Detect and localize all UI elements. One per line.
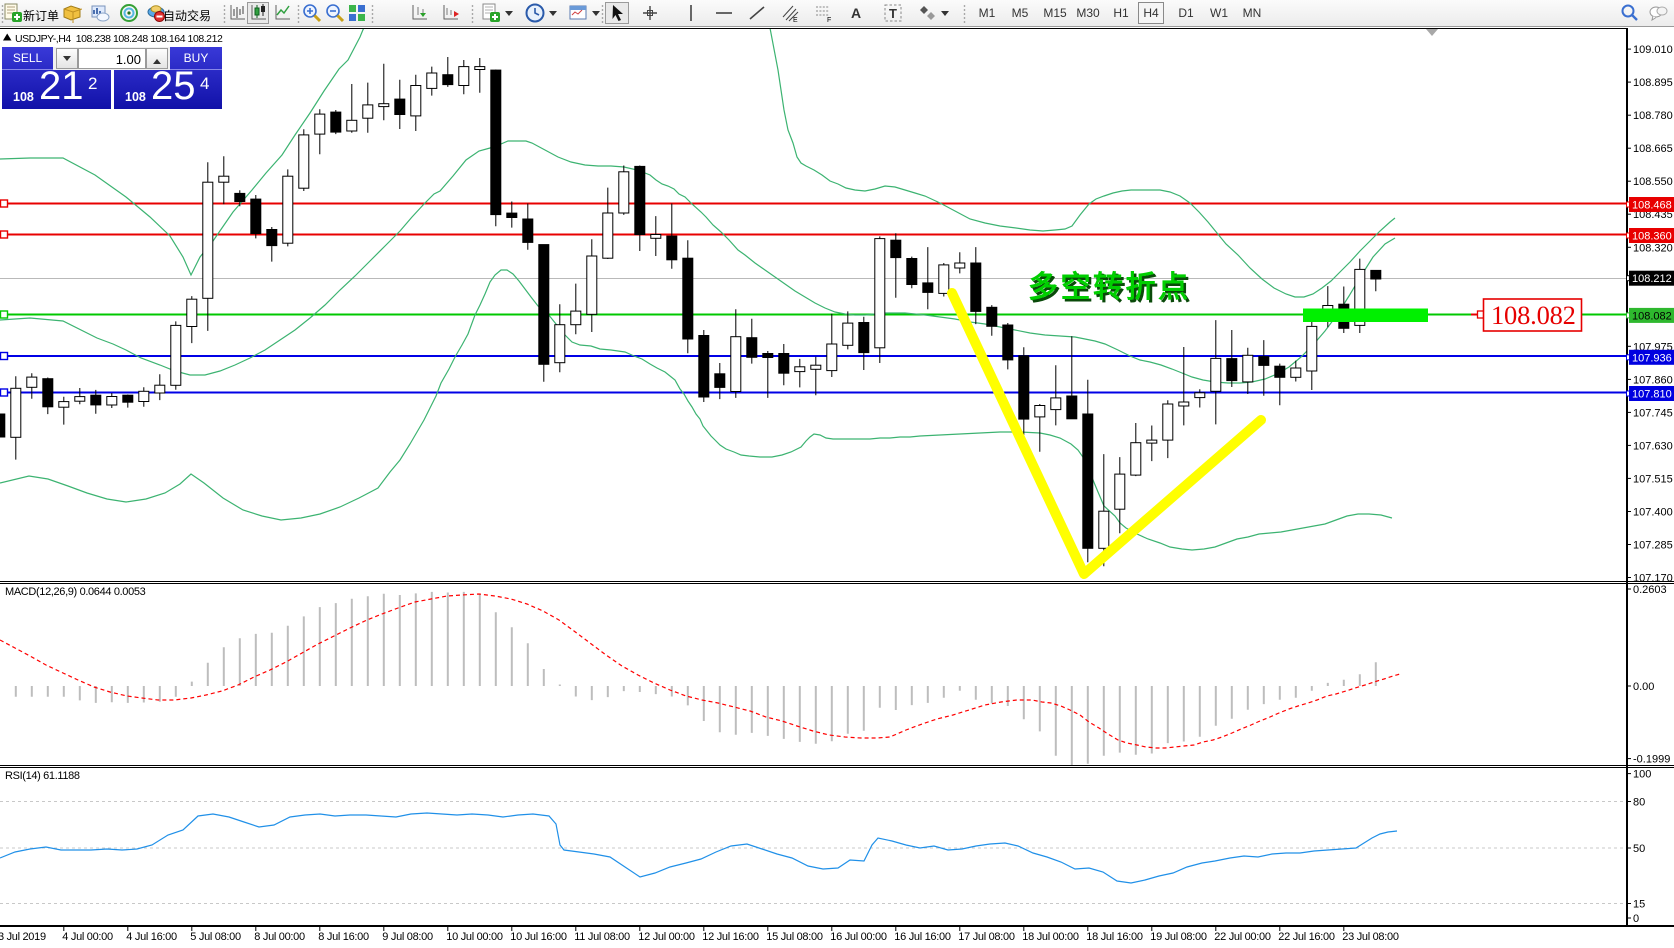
svg-text:108.082: 108.082 [1491,300,1576,330]
svg-text:107.810: 107.810 [1632,389,1672,401]
svg-text:107.285: 107.285 [1633,540,1673,552]
svg-text:16 Jul 00:00: 16 Jul 00:00 [830,931,887,943]
svg-text:108.895: 108.895 [1633,77,1673,89]
svg-text:108.468: 108.468 [1632,200,1672,212]
svg-text:12 Jul 00:00: 12 Jul 00:00 [638,931,695,943]
svg-text:108.780: 108.780 [1633,110,1673,122]
svg-text:108.360: 108.360 [1632,231,1672,243]
svg-text:18 Jul 00:00: 18 Jul 00:00 [1022,931,1079,943]
svg-text:12 Jul 16:00: 12 Jul 16:00 [702,931,759,943]
svg-text:22 Jul 16:00: 22 Jul 16:00 [1278,931,1335,943]
svg-text:10 Jul 16:00: 10 Jul 16:00 [510,931,567,943]
svg-text:15 Jul 08:00: 15 Jul 08:00 [766,931,823,943]
svg-text:18 Jul 16:00: 18 Jul 16:00 [1086,931,1143,943]
svg-text:T: T [889,6,897,21]
svg-text:23 Jul 08:00: 23 Jul 08:00 [1342,931,1399,943]
svg-text:3 Jul 2019: 3 Jul 2019 [0,931,46,943]
svg-text:0: 0 [1633,913,1639,925]
svg-text:50: 50 [1633,843,1645,855]
svg-text:4 Jul 16:00: 4 Jul 16:00 [126,931,177,943]
svg-text:9 Jul 08:00: 9 Jul 08:00 [382,931,433,943]
svg-text:10 Jul 00:00: 10 Jul 00:00 [446,931,503,943]
svg-text:107.936: 107.936 [1632,352,1672,364]
svg-text:17 Jul 08:00: 17 Jul 08:00 [958,931,1015,943]
svg-text:107.400: 107.400 [1633,507,1673,519]
svg-text:22 Jul 00:00: 22 Jul 00:00 [1214,931,1271,943]
svg-text:5 Jul 08:00: 5 Jul 08:00 [190,931,241,943]
svg-text:8 Jul 00:00: 8 Jul 00:00 [254,931,305,943]
svg-text:MACD(12,26,9) 0.0644 0.0053: MACD(12,26,9) 0.0644 0.0053 [5,586,146,598]
svg-text:E: E [793,17,798,23]
svg-text:15: 15 [1633,899,1645,911]
svg-text:109.010: 109.010 [1633,44,1673,56]
svg-text:0.2603: 0.2603 [1633,584,1667,596]
svg-text:107.630: 107.630 [1633,440,1673,452]
svg-text:多空转折点: 多空转折点 [1031,274,1194,307]
svg-text:USDJPY-,H4 108.238 108.248 10: USDJPY-,H4 108.238 108.248 108.164 108.2… [15,33,223,45]
svg-text:108.550: 108.550 [1633,176,1673,188]
svg-text:4 Jul 00:00: 4 Jul 00:00 [62,931,113,943]
svg-text:108.212: 108.212 [1632,273,1672,285]
svg-text:108.082: 108.082 [1632,310,1672,322]
svg-text:F: F [827,17,831,23]
svg-text:11 Jul 08:00: 11 Jul 08:00 [574,931,630,943]
svg-text:107.170: 107.170 [1633,573,1673,585]
svg-text:108.435: 108.435 [1633,209,1673,221]
svg-text:107.860: 107.860 [1633,374,1673,386]
svg-text:108.320: 108.320 [1633,242,1673,254]
svg-text:80: 80 [1633,797,1645,809]
svg-text:-0.1999: -0.1999 [1633,754,1670,766]
svg-text:多空转折点: 多空转折点 [1028,271,1191,304]
svg-text:RSI(14) 61.1188: RSI(14) 61.1188 [5,770,80,782]
svg-text:107.515: 107.515 [1633,473,1673,485]
svg-text:0.00: 0.00 [1633,681,1654,693]
svg-text:16 Jul 16:00: 16 Jul 16:00 [894,931,951,943]
svg-text:19 Jul 08:00: 19 Jul 08:00 [1150,931,1207,943]
svg-text:100: 100 [1633,769,1651,781]
svg-text:108.665: 108.665 [1633,143,1673,155]
svg-text:107.745: 107.745 [1633,407,1673,419]
svg-text:8 Jul 16:00: 8 Jul 16:00 [318,931,369,943]
